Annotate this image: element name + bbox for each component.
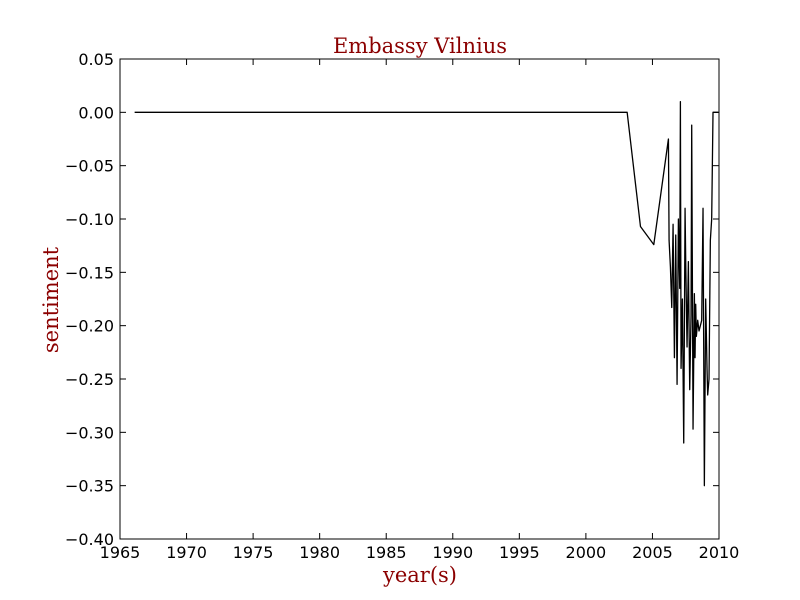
- x-tick-label: 1985: [366, 543, 407, 562]
- chart-title: Embassy Vilnius: [333, 34, 507, 58]
- x-tick-label: 1990: [432, 543, 473, 562]
- x-axis-label: year(s): [382, 563, 457, 587]
- x-tick-label: 1965: [100, 543, 141, 562]
- y-tick-label: −0.15: [65, 263, 114, 282]
- series-line: [134, 101, 719, 487]
- y-tick-label: −0.20: [65, 317, 114, 336]
- x-axis-ticks: 1965 1970 1975 1980 1985 1990 1995 2000 2005 2010: [100, 59, 740, 562]
- series-layer: [134, 101, 719, 487]
- y-tick-label: −0.40: [65, 530, 114, 549]
- y-tick-label: −0.05: [65, 157, 114, 176]
- y-tick-label: −0.25: [65, 370, 114, 389]
- x-tick-label: 2000: [566, 543, 607, 562]
- x-tick-label: 1995: [499, 543, 540, 562]
- y-axis-ticks: 0.05 0.00 −0.05 −0.10 −0.15 −0.20 −0.25 −0.30 −0…: [65, 50, 719, 549]
- y-tick-label: −0.35: [65, 477, 114, 496]
- plot-area-frame: [119, 58, 720, 540]
- y-tick-label: −0.10: [65, 210, 114, 229]
- x-tick-label: 1975: [233, 543, 274, 562]
- y-tick-label: 0.05: [78, 50, 114, 69]
- x-tick-label: 1970: [166, 543, 207, 562]
- x-tick-label: 2010: [699, 543, 740, 562]
- x-tick-label: 1980: [299, 543, 340, 562]
- x-tick-label: 2005: [632, 543, 673, 562]
- y-tick-label: 0.00: [78, 103, 114, 122]
- y-axis-label: sentiment: [39, 246, 63, 353]
- y-tick-label: −0.30: [65, 423, 114, 442]
